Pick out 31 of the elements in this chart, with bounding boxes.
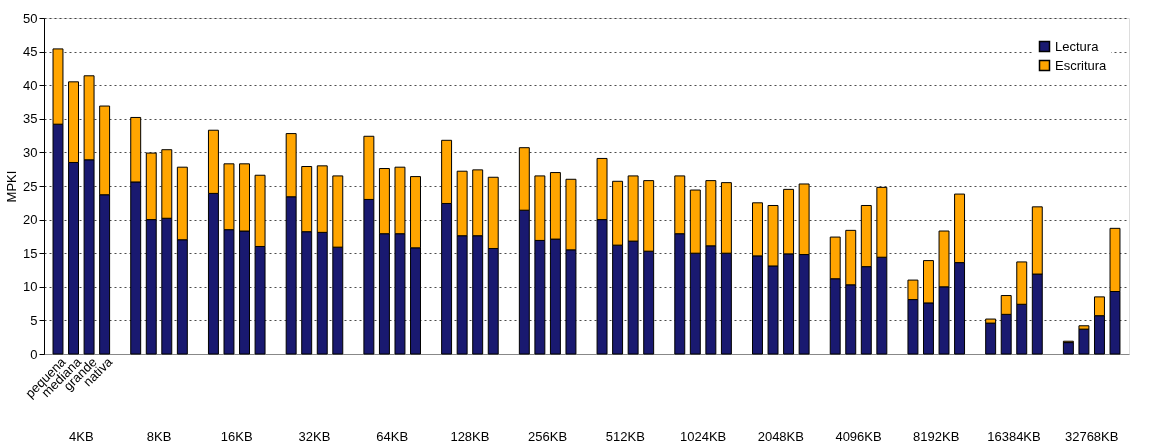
text: 64KB <box>376 429 409 443</box>
text: 16KB <box>220 429 253 443</box>
bar <box>985 322 997 355</box>
y-tick-label: 0 <box>30 346 38 362</box>
y-tick-label: 30 <box>23 144 38 160</box>
y-tick-label: 45 <box>23 44 38 60</box>
y-tick-label: 50 <box>23 10 38 26</box>
y-tick-label: 35 <box>23 111 38 127</box>
text: 32KB <box>298 429 331 443</box>
legend-label: Escritura <box>1055 57 1108 73</box>
y-tick-label: 40 <box>23 77 38 93</box>
text: 4096KB <box>835 429 882 443</box>
y-tick-label: 20 <box>23 212 38 228</box>
y-tick-label: 15 <box>23 245 38 261</box>
legend-label: Lectura <box>1055 38 1100 54</box>
text: 1024KB <box>679 429 727 443</box>
text: 8192KB <box>913 429 960 443</box>
text: 8KB <box>146 429 172 443</box>
text: 2048KB <box>757 429 804 443</box>
bar <box>1062 342 1074 355</box>
y-tick-label: 10 <box>23 279 38 295</box>
y-tick-label: 25 <box>23 178 38 194</box>
text: 256KB <box>528 429 568 443</box>
text: 128KB <box>450 429 490 443</box>
text: 512KB <box>605 429 645 443</box>
text: 32768KB <box>1064 429 1119 443</box>
bar <box>1078 328 1090 355</box>
y-axis-title: MPKI <box>4 170 20 203</box>
text: 16384KB <box>987 429 1041 443</box>
y-tick-label: 5 <box>30 312 38 328</box>
text: 4KB <box>69 429 94 443</box>
